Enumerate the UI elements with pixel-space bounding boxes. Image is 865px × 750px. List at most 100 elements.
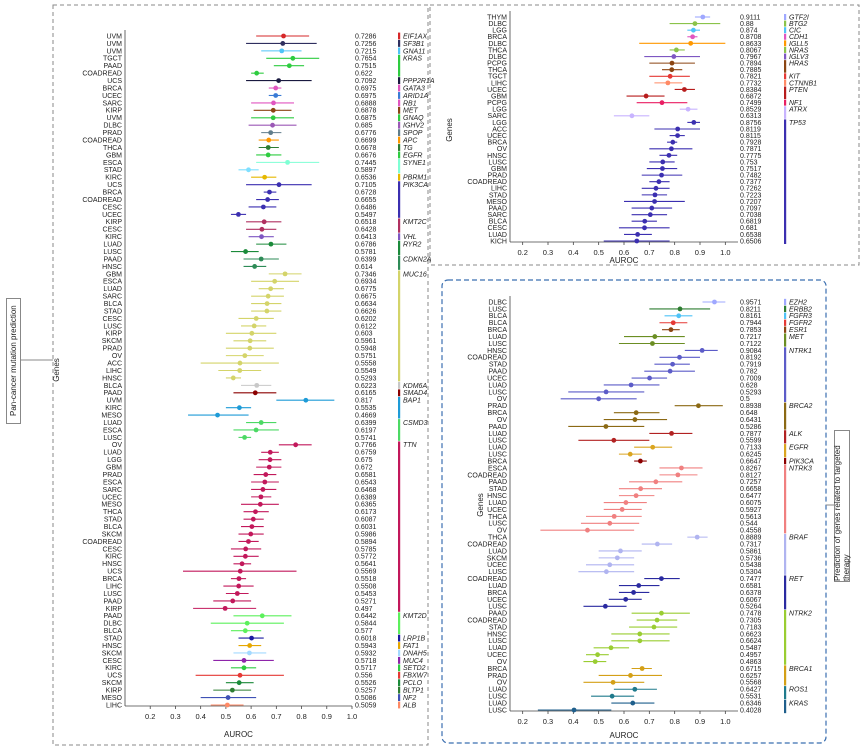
targeted-therapy-gene-label: ERBB2	[789, 306, 812, 313]
targeted-therapy-value-label: 0.7919	[740, 362, 762, 369]
targeted-therapy-y-axis-label: Genes	[476, 493, 485, 517]
pan-cancer-point	[267, 449, 273, 455]
pan-cancer-point	[224, 702, 230, 708]
top-right-cancer-label: CESC	[488, 225, 507, 232]
targeted-therapy-x-tick-label: 1.0	[720, 717, 730, 726]
pan-cancer-point	[247, 643, 253, 648]
pan-cancer-gene-label: DNAH5	[403, 650, 427, 657]
pan-cancer-point	[279, 48, 285, 54]
pan-cancer-point	[262, 174, 268, 180]
pan-cancer-cancer-label: HNSC	[102, 643, 122, 650]
pan-cancer-gene-bar	[398, 92, 401, 99]
targeted-therapy-cancer-label: UCEC	[487, 652, 507, 659]
targeted-therapy-x-tick-label: 0.6	[619, 717, 629, 726]
pan-cancer-point	[265, 197, 271, 202]
targeted-therapy-gene-label: NTRK2	[789, 611, 812, 618]
pan-cancer-point	[276, 78, 282, 83]
top-right-value-label: 0.753	[740, 159, 758, 166]
pan-cancer-value-label: 0.6878	[355, 108, 377, 115]
targeted-therapy-x-tick-label: 0.2	[517, 717, 527, 726]
top-right-value-label: 0.6819	[740, 219, 762, 226]
pan-cancer-value-label: 0.6223	[355, 383, 377, 390]
pan-cancer-value-label: 0.6676	[355, 152, 377, 159]
pan-cancer-value-label: 0.614	[355, 264, 373, 271]
top-right-gene-bar	[784, 14, 787, 20]
top-right-point	[690, 34, 696, 40]
top-right-point	[671, 54, 677, 59]
targeted-therapy-cancer-label: STAD	[489, 362, 507, 369]
pan-cancer-gene-bar	[398, 129, 401, 137]
pan-cancer-cancer-label: CESC	[103, 204, 122, 211]
pan-cancer-value-label: 0.622	[355, 71, 373, 78]
targeted-therapy-value-label: 0.9084	[740, 348, 762, 355]
pan-cancer-value-label: 0.6775	[355, 286, 377, 293]
pan-cancer-value-label: 0.6468	[355, 487, 377, 494]
pan-cancer-point	[241, 665, 247, 671]
pan-cancer-gene-bar	[398, 649, 401, 657]
top-right-cancer-label: PCPG	[487, 100, 507, 107]
panel-frame-bottom-right	[441, 279, 827, 744]
targeted-therapy-value-label: 0.6067	[740, 597, 762, 604]
top-right-x-tick-label: 0.5	[593, 248, 603, 257]
targeted-therapy-cancer-label: OV	[497, 396, 507, 403]
top-right-point	[643, 93, 649, 99]
pan-cancer-point	[286, 63, 292, 69]
pan-cancer-point	[266, 137, 272, 143]
pan-cancer-gene-label: GATA3	[403, 85, 425, 92]
pan-cancer-point	[258, 420, 264, 425]
targeted-therapy-x-tick-label: 0.9	[695, 717, 705, 726]
pan-cancer-point	[250, 516, 256, 522]
pan-cancer-gene-bar	[398, 642, 401, 649]
top-right-gene-label: HRAS	[789, 61, 809, 68]
pan-cancer-point	[249, 635, 254, 641]
targeted-therapy-cancer-label: PAAD	[488, 424, 507, 431]
pan-cancer-cancer-label: ACC	[107, 360, 122, 367]
top-right-point	[668, 146, 674, 152]
top-right-value-label: 0.8633	[740, 41, 762, 48]
pan-cancer-gene-label: MET	[403, 108, 419, 115]
targeted-therapy-gene-bar	[784, 464, 787, 534]
pan-cancer-point	[230, 375, 236, 381]
targeted-therapy-cancer-label: LUAD	[488, 548, 507, 555]
pan-cancer-point	[260, 487, 266, 492]
targeted-therapy-cancer-label: BRCA	[488, 410, 508, 417]
pan-cancer-value-label: 0.6087	[355, 517, 377, 524]
targeted-therapy-point	[603, 424, 609, 429]
pan-cancer-value-label: 0.5741	[355, 435, 377, 442]
targeted-therapy-point	[632, 417, 638, 422]
pan-cancer-value-label: 0.6543	[355, 479, 377, 486]
targeted-therapy-gene-bar	[784, 430, 787, 444]
pan-cancer-gene-label: KMT2C	[403, 219, 428, 226]
pan-cancer-point	[234, 591, 240, 596]
pan-cancer-cancer-label: LIHC	[106, 583, 122, 590]
pan-cancer-cancer-label: UVM	[106, 41, 122, 48]
pan-cancer-gene-label: SMAD4	[403, 390, 427, 397]
pan-cancer-gene-bar	[398, 218, 401, 233]
top-right-point	[669, 60, 675, 66]
targeted-therapy-value-label: 0.8161	[740, 313, 762, 320]
pan-cancer-point	[258, 256, 264, 262]
top-right-value-label: 0.7967	[740, 54, 762, 61]
pan-cancer-value-label: 0.6413	[355, 234, 377, 241]
targeted-therapy-point	[677, 306, 683, 312]
pan-cancer-cancer-label: STAD	[104, 517, 122, 524]
targeted-therapy-point	[670, 361, 676, 367]
top-right-gene-bar	[784, 40, 787, 47]
targeted-therapy-value-label: 0.7944	[740, 320, 762, 327]
pan-cancer-cancer-label: MESO	[101, 695, 122, 702]
pan-cancer-gene-label: KMT2D	[403, 613, 427, 620]
pan-cancer-gene-bar	[398, 136, 401, 144]
top-right-point	[635, 232, 641, 237]
targeted-therapy-x-tick-label: 0.7	[644, 717, 654, 726]
pan-cancer-value-label: 0.5781	[355, 249, 377, 256]
pan-cancer-point	[265, 145, 271, 150]
targeted-therapy-point	[623, 500, 629, 505]
targeted-therapy-cancer-label: LUSC	[488, 438, 507, 445]
targeted-therapy-cancer-label: LUSC	[488, 694, 507, 701]
pan-cancer-x-tick-label: 0.4	[195, 712, 205, 721]
pan-cancer-cancer-label: ESCA	[103, 160, 122, 167]
targeted-therapy-value-label: 0.782	[740, 369, 758, 376]
targeted-therapy-gene-label: ESR1	[789, 327, 807, 334]
pan-cancer-cancer-label: BRCA	[103, 85, 123, 92]
pan-cancer-value-label: 0.5059	[355, 702, 377, 709]
